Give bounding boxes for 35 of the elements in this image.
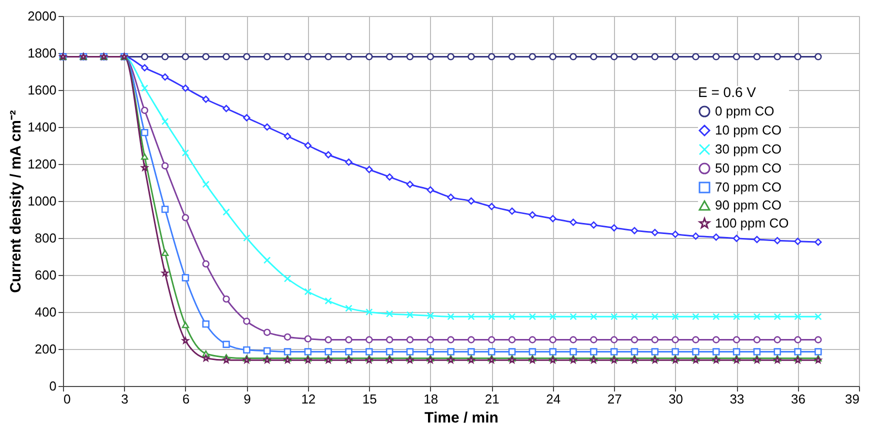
y-tick-label: 1000 bbox=[28, 194, 56, 208]
legend-label: 50 ppm CO bbox=[715, 160, 782, 176]
y-tick-label: 600 bbox=[34, 268, 56, 282]
y-tick-label: 0 bbox=[49, 378, 56, 394]
y-tick-label: 1200 bbox=[28, 156, 56, 172]
legend-label: 100 ppm CO bbox=[715, 216, 789, 230]
x-tick-label: 12 bbox=[301, 392, 316, 406]
legend-title: E = 0.6 V bbox=[698, 84, 757, 100]
y-tick-label: 1800 bbox=[28, 46, 56, 60]
x-tick-label: 24 bbox=[546, 392, 561, 406]
y-tick-label: 200 bbox=[34, 342, 56, 356]
y-tick-label: 1400 bbox=[28, 120, 56, 134]
x-tick-label: 18 bbox=[424, 392, 438, 406]
x-tick-label: 15 bbox=[362, 392, 377, 406]
x-tick-label: 3 bbox=[121, 392, 128, 406]
x-tick-label: 33 bbox=[730, 392, 744, 406]
y-tick-label: 1600 bbox=[28, 82, 56, 98]
y-tick-label: 2000 bbox=[28, 8, 56, 24]
x-tick-label: 9 bbox=[244, 392, 251, 406]
y-tick-label: 400 bbox=[34, 304, 56, 320]
x-tick-label: 21 bbox=[484, 392, 500, 406]
x-axis-title: Time / min bbox=[424, 410, 498, 426]
legend-label: 0 ppm CO bbox=[715, 104, 774, 118]
y-tick-label: 800 bbox=[34, 230, 56, 246]
x-tick-label: 6 bbox=[182, 392, 190, 406]
legend-label: 10 ppm CO bbox=[715, 122, 782, 138]
x-tick-label: 39 bbox=[845, 392, 860, 406]
x-tick-label: 27 bbox=[607, 392, 622, 406]
x-tick-label: 0 bbox=[64, 392, 71, 406]
legend-label: 70 ppm CO bbox=[715, 180, 782, 194]
legend-label: 90 ppm CO bbox=[715, 198, 782, 212]
x-tick-label: 30 bbox=[668, 392, 684, 406]
x-tick-label: 36 bbox=[791, 392, 806, 406]
y-axis-title: Current density / mA cm⁻² bbox=[8, 110, 25, 293]
legend-label: 30 ppm CO bbox=[715, 142, 782, 156]
